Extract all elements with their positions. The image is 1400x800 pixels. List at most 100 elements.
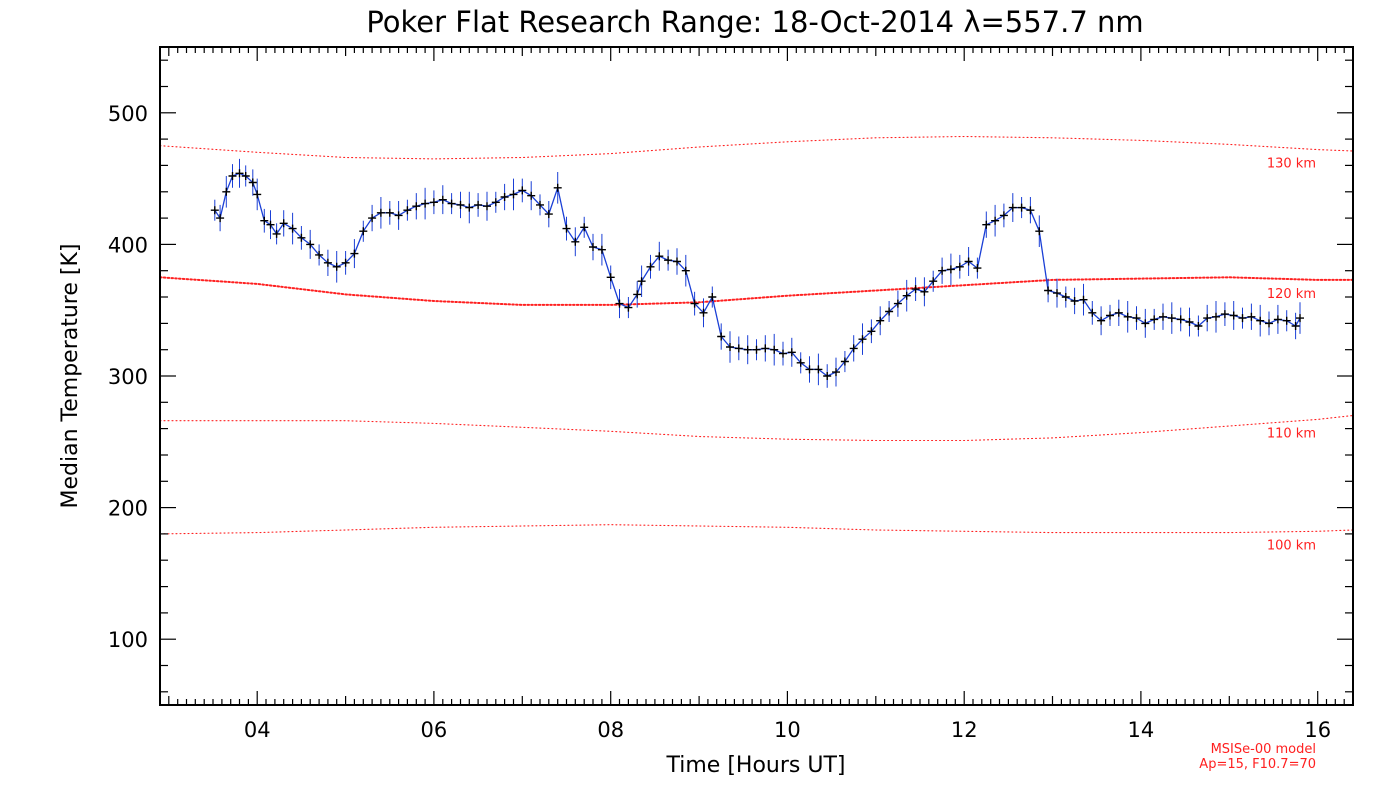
x-tick-label: 12 xyxy=(951,718,978,742)
data-point xyxy=(1203,314,1212,323)
data-point xyxy=(664,256,673,265)
data-point xyxy=(1159,312,1167,321)
data-point xyxy=(708,293,717,301)
data-point xyxy=(646,262,655,271)
data-point xyxy=(779,349,787,358)
data-point xyxy=(368,214,377,223)
data-point xyxy=(279,219,288,228)
x-tick-label: 06 xyxy=(421,718,448,742)
data-point xyxy=(787,348,796,357)
data-point xyxy=(272,229,281,238)
data-point xyxy=(447,199,456,208)
data-point xyxy=(920,287,929,296)
data-point xyxy=(376,208,385,217)
data-point xyxy=(1229,311,1238,320)
data-point xyxy=(562,224,571,233)
data-point xyxy=(429,198,438,207)
data-point xyxy=(589,243,597,251)
data-point xyxy=(1291,322,1300,330)
data-point xyxy=(1008,203,1017,212)
data-point xyxy=(805,365,814,374)
data-point xyxy=(1220,310,1229,319)
data-point xyxy=(1238,314,1247,323)
data-point xyxy=(350,249,359,258)
data-point xyxy=(438,195,447,204)
data-point xyxy=(474,200,483,209)
data-point xyxy=(332,262,341,271)
data-point xyxy=(823,372,832,380)
x-tick-label: 10 xyxy=(774,718,801,742)
x-tick-label: 04 xyxy=(244,718,271,742)
data-point xyxy=(1247,312,1256,321)
data-point xyxy=(1088,308,1097,317)
plot-frame xyxy=(159,46,1354,706)
data-point xyxy=(752,345,761,354)
y-axis-label: Median Temperature [K] xyxy=(58,244,83,509)
data-point xyxy=(982,220,991,229)
data-point xyxy=(1097,316,1106,325)
data-point xyxy=(580,223,589,232)
y-tick-label: 300 xyxy=(108,365,148,389)
data-point xyxy=(999,211,1008,220)
model-note-line2: Ap=15, F10.7=70 xyxy=(1199,757,1316,772)
data-point xyxy=(456,200,465,209)
data-point xyxy=(938,266,947,275)
data-point xyxy=(394,211,403,220)
data-point xyxy=(597,245,606,254)
data-point xyxy=(1070,297,1079,305)
data-point xyxy=(637,277,646,286)
data-point xyxy=(1053,289,1061,298)
data-point xyxy=(1150,315,1159,324)
data-point xyxy=(412,202,421,211)
data-point xyxy=(483,202,491,211)
data-point xyxy=(849,344,858,353)
data-point xyxy=(867,327,876,336)
data-point xyxy=(991,216,1000,225)
data-point xyxy=(1167,314,1176,323)
data-point xyxy=(770,345,779,354)
data-point xyxy=(1273,315,1282,324)
axes xyxy=(159,46,1354,706)
data-point xyxy=(606,273,615,282)
data-point xyxy=(761,344,770,353)
data-point xyxy=(717,332,726,341)
data-point xyxy=(633,290,642,299)
data-point xyxy=(734,344,743,353)
data-point xyxy=(615,299,624,308)
model-note-line1: MSISe-00 model xyxy=(1211,742,1316,757)
plot-area: 130 km 120 km 110 km 100 km xyxy=(159,135,1354,553)
data-point xyxy=(421,199,430,208)
data-point xyxy=(885,307,894,316)
data-point xyxy=(1079,295,1088,304)
data-point xyxy=(323,258,332,267)
data-point xyxy=(518,186,527,195)
data-point xyxy=(1035,227,1044,236)
data-point xyxy=(690,299,699,308)
data-point xyxy=(527,191,536,200)
ticks: 04 06 08 10 12 14 16 100 200 300 400 500 xyxy=(108,47,1354,742)
data-point xyxy=(726,343,734,351)
data-point xyxy=(500,193,509,201)
data-point xyxy=(248,178,257,187)
data-point xyxy=(241,172,250,180)
model-label-110-km: 110 km xyxy=(1267,426,1316,441)
data-point xyxy=(385,208,394,217)
data-point xyxy=(341,258,350,267)
model-curve-130-km xyxy=(159,135,1354,160)
data-point xyxy=(253,190,262,199)
data-point xyxy=(1194,322,1203,330)
data-point xyxy=(743,345,752,354)
data-point xyxy=(1256,316,1265,325)
data-point xyxy=(544,210,553,219)
data-point xyxy=(266,220,275,229)
data-point xyxy=(315,250,324,259)
data-point xyxy=(359,227,368,236)
data-point xyxy=(673,257,681,266)
data-point xyxy=(1282,316,1291,325)
data-point xyxy=(1176,315,1185,324)
data-point xyxy=(946,265,955,274)
data-point xyxy=(403,206,412,215)
series-line xyxy=(214,172,1301,377)
data-point xyxy=(465,203,474,212)
